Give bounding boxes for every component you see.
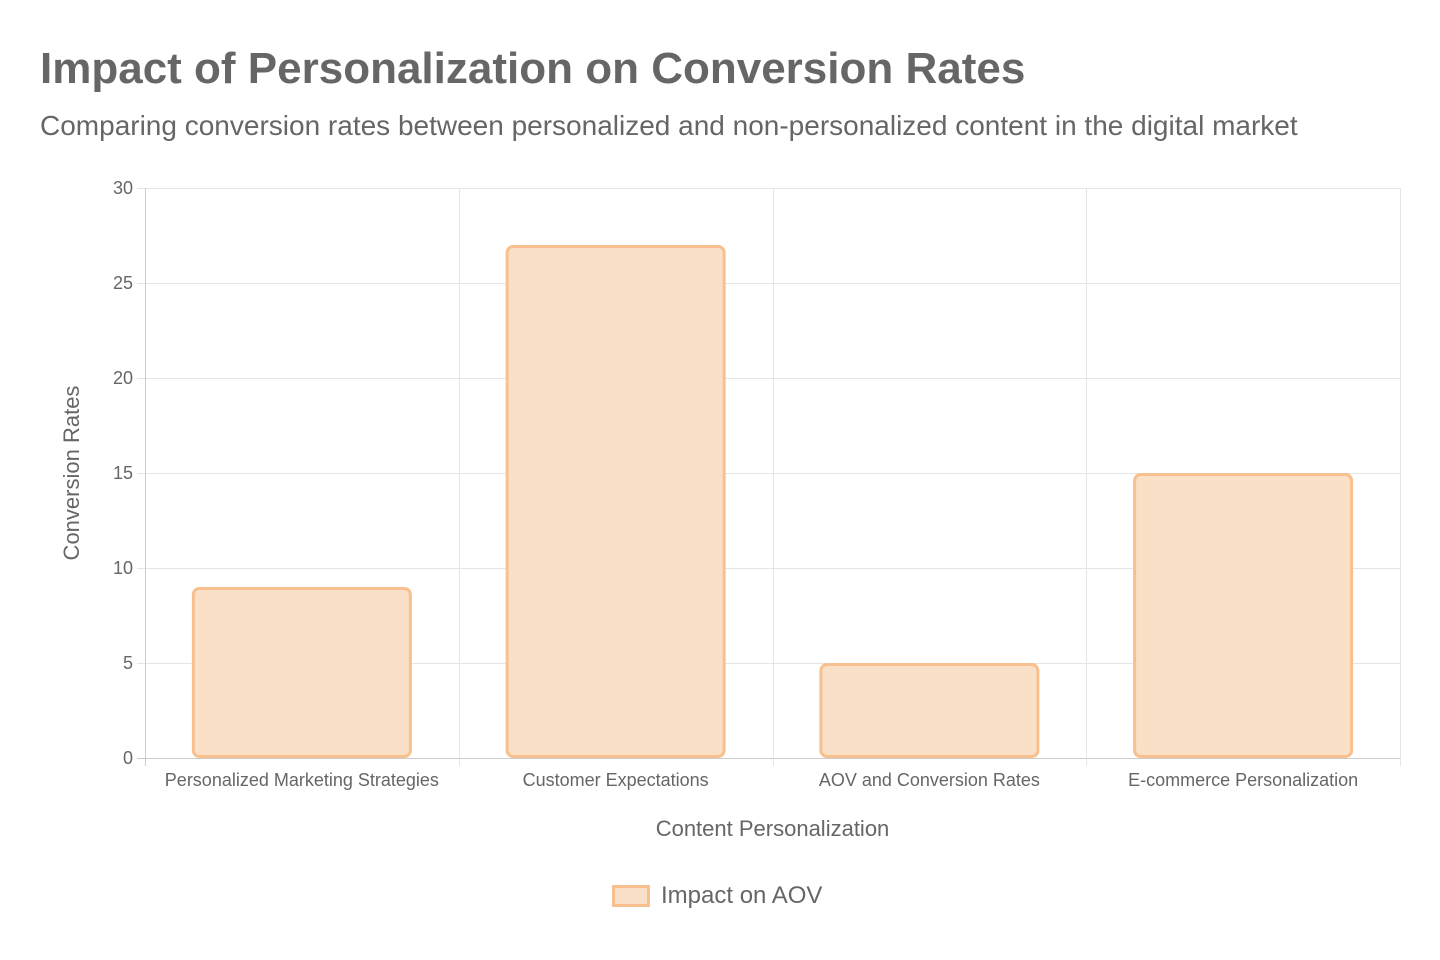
legend-swatch-icon bbox=[612, 885, 650, 907]
y-tick-label: 20 bbox=[113, 368, 133, 388]
y-tick-label: 25 bbox=[113, 273, 133, 293]
chart-title: Impact of Personalization on Conversion … bbox=[40, 44, 1026, 93]
x-tick-label: E-commerce Personalization bbox=[1128, 770, 1358, 790]
x-axis-title: Content Personalization bbox=[656, 816, 890, 841]
chart-subtitle: Comparing conversion rates between perso… bbox=[40, 110, 1298, 141]
y-tick-label: 0 bbox=[123, 748, 133, 768]
y-tick-label: 30 bbox=[113, 178, 133, 198]
y-tick-label: 15 bbox=[113, 463, 133, 483]
x-tick-label: Customer Expectations bbox=[523, 770, 709, 790]
legend[interactable]: Impact on AOV bbox=[612, 882, 822, 910]
bar[interactable] bbox=[819, 663, 1040, 758]
bar[interactable] bbox=[505, 245, 726, 758]
y-axis-title: Conversion Rates bbox=[59, 386, 84, 561]
x-tick-label: AOV and Conversion Rates bbox=[819, 770, 1040, 790]
bar[interactable] bbox=[1133, 473, 1354, 758]
y-tick-label: 10 bbox=[113, 558, 133, 578]
x-tick-label: Personalized Marketing Strategies bbox=[165, 770, 439, 790]
legend-label: Impact on AOV bbox=[661, 882, 823, 909]
bar[interactable] bbox=[191, 587, 412, 758]
y-tick-label: 5 bbox=[123, 653, 133, 673]
